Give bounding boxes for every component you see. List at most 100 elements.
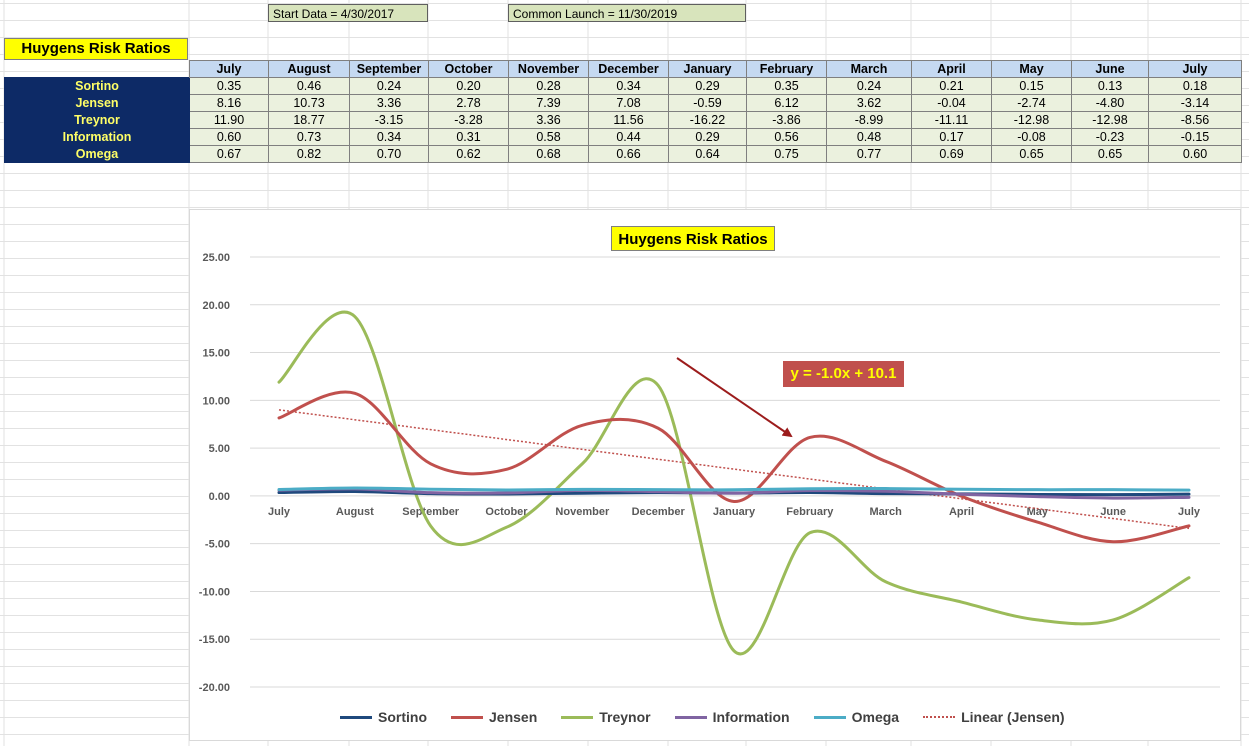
table-cell: -8.99 [826,111,912,129]
table-cell: 0.18 [1148,77,1242,95]
table-cell: 0.75 [746,145,827,163]
x-tick-label: July [268,506,291,518]
month-header: November [508,60,589,78]
legend-item-omega[interactable]: Omega [813,709,899,725]
x-tick-label: November [555,506,610,518]
month-header: June [1071,60,1149,78]
table-cell: 0.73 [268,128,350,146]
table-cell: 0.44 [588,128,669,146]
table-cell: 0.62 [428,145,509,163]
table-cell: 7.39 [508,94,589,112]
table-corner [5,61,190,78]
row-label: Treynor [4,111,190,129]
x-tick-label: April [949,506,974,518]
x-tick-label: March [869,506,902,518]
table-cell: 0.29 [668,77,747,95]
table-cell: -0.15 [1148,128,1242,146]
table-cell: 0.60 [1148,145,1242,163]
legend-swatch [813,715,846,719]
table-cell: 0.68 [508,145,589,163]
table-cell: 2.78 [428,94,509,112]
table-cell: 0.46 [268,77,350,95]
table-cell: -0.23 [1071,128,1149,146]
x-tick-label: September [402,506,460,518]
row-label: Jensen [4,94,190,112]
legend-swatch [923,716,956,718]
table-cell: 0.17 [911,128,992,146]
risk-ratios-chart: 25.00 20.00 15.00 10.00 5.00 0.00 -5.00 -10.00 -… [199,252,1220,694]
table-cell: 0.24 [826,77,912,95]
start-date-note: Start Data = 4/30/2017 [268,4,428,22]
legend-item-linear-jensen[interactable]: Linear (Jensen) [923,709,1065,725]
month-header: July [189,60,269,78]
table-cell: 6.12 [746,94,827,112]
row-label: Sortino [4,77,190,95]
row-label: Omega [4,145,190,163]
table-cell: -0.08 [991,128,1072,146]
table-cell: 8.16 [189,94,269,112]
table-cell: -16.22 [668,111,747,129]
table-cell: 0.24 [349,77,429,95]
legend-swatch [340,715,372,719]
legend-item-information[interactable]: Information [674,709,790,725]
table-cell: -4.80 [1071,94,1149,112]
month-header: January [668,60,747,78]
table-cell: 0.82 [268,145,350,163]
month-header: September [349,60,429,78]
y-tick-label: 25.00 [202,252,230,264]
series-line-jensen [277,390,1191,544]
legend-swatch [674,715,707,719]
month-header: December [588,60,669,78]
table-row: Sortino 0.35 0.46 0.24 0.20 0.28 0.34 0.29 0.35 0… [4,77,1242,95]
legend-swatch [451,715,483,719]
table-cell: 18.77 [268,111,350,129]
table-cell: 0.35 [189,77,269,95]
table-row: Jensen 8.16 10.73 3.36 2.78 7.39 7.08 -0.59 6.12… [4,94,1242,112]
table-cell: 3.62 [826,94,912,112]
month-header: March [826,60,912,78]
risk-ratios-table: July August September October November Decemb… [4,60,1242,163]
month-header: October [428,60,509,78]
table-cell: -3.15 [349,111,429,129]
table-cell: 0.69 [911,145,992,163]
trendline-jensen [278,409,1190,530]
table-cell: 0.58 [508,128,589,146]
legend-item-treynor[interactable]: Treynor [561,709,651,725]
trendline-equation-label: y = -1.0x + 10.1 [783,361,904,387]
table-cell: 3.36 [349,94,429,112]
table-cell: 0.35 [746,77,827,95]
table-cell: 0.67 [189,145,269,163]
table-cell: 0.28 [508,77,589,95]
y-tick-label: -5.00 [205,539,230,551]
table-cell: -3.86 [746,111,827,129]
table-cell: 11.90 [189,111,269,129]
table-cell: -3.28 [428,111,509,129]
chart-area[interactable]: 25.00 20.00 15.00 10.00 5.00 0.00 -5.00 -10.00 -… [189,209,1241,741]
legend-item-sortino[interactable]: Sortino [340,709,427,725]
table-cell: 0.56 [746,128,827,146]
x-tick-label: October [485,506,528,518]
table-cell: 0.20 [428,77,509,95]
legend-label: Information [712,709,790,725]
table-cell: 0.60 [189,128,269,146]
table-cell: 7.08 [588,94,669,112]
y-tick-label: -10.00 [199,586,230,598]
table-cell: -2.74 [991,94,1072,112]
table-cell: 0.65 [991,145,1072,163]
x-tick-label: June [1100,506,1126,518]
series-line-omega [277,486,1191,492]
legend-item-jensen[interactable]: Jensen [451,709,537,725]
table-cell: 0.65 [1071,145,1149,163]
y-tick-label: 0.00 [209,491,230,503]
legend-swatch [561,715,594,719]
x-tick-label: January [713,506,756,518]
series-line-information [277,487,1191,500]
month-header: February [746,60,827,78]
table-cell: 0.13 [1071,77,1149,95]
series-line-treynor [277,310,1191,656]
table-cell: 0.34 [349,128,429,146]
table-row: Information 0.60 0.73 0.34 0.31 0.58 0.44 0.29 0… [4,128,1242,146]
table-cell: 10.73 [268,94,350,112]
table-row: Treynor 11.90 18.77 -3.15 -3.28 3.36 11.56 -16.… [4,111,1242,129]
month-header: May [991,60,1072,78]
